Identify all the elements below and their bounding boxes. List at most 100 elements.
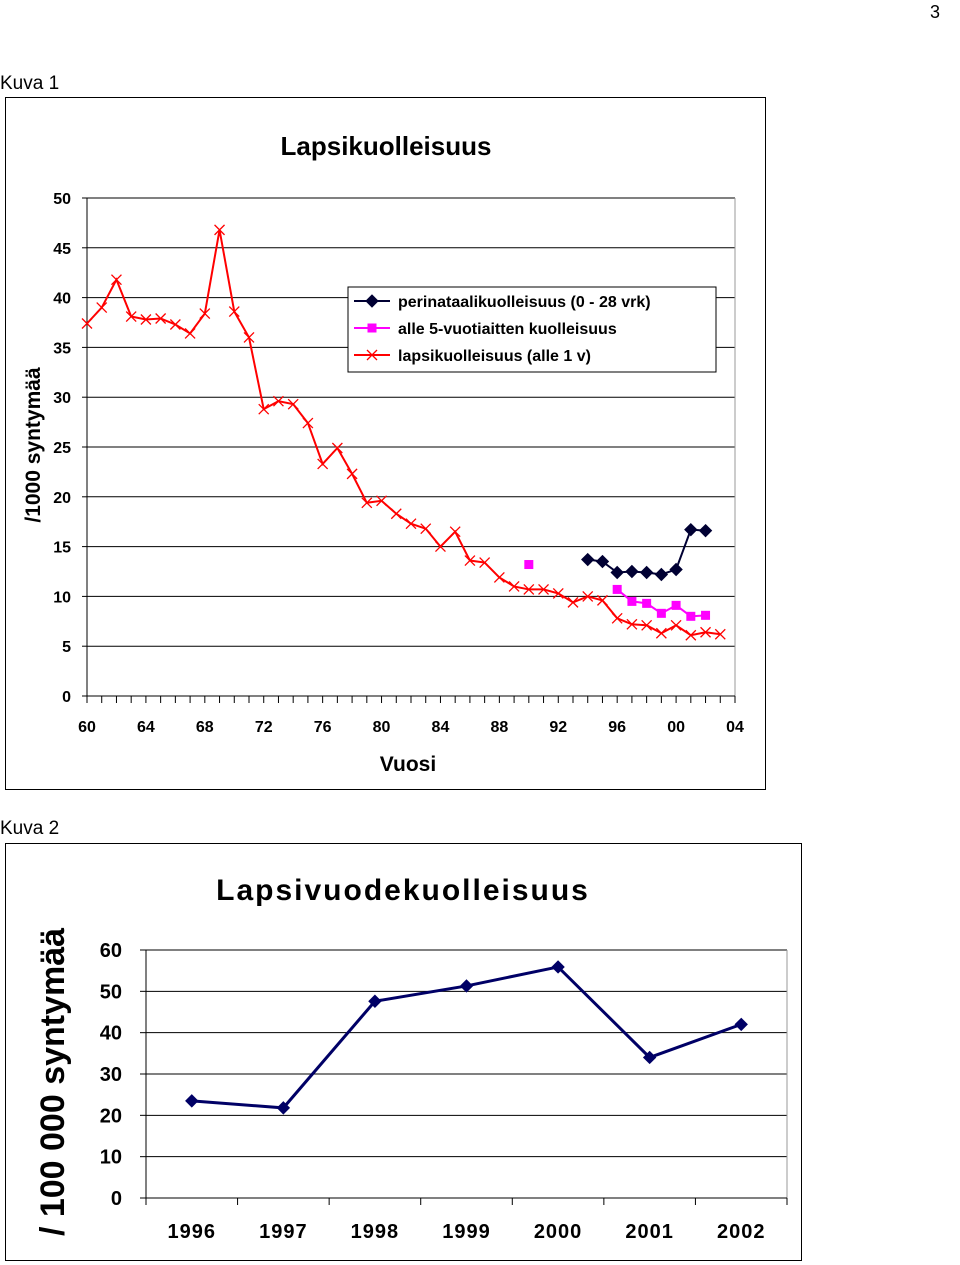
chart-1-data-point xyxy=(214,224,226,236)
chart-1-data-point xyxy=(670,619,682,631)
chart-1-data-point xyxy=(656,608,666,618)
chart-2-data-point xyxy=(459,979,474,993)
chart-1-data-point xyxy=(317,458,329,470)
chart-1-data-point xyxy=(642,598,652,608)
page-number: 3 xyxy=(930,2,941,22)
chart-1-y-tick-label: 45 xyxy=(53,241,71,258)
chart-1-data-point xyxy=(595,554,610,569)
chart-1-data-point xyxy=(625,564,639,579)
figure-label-2: Kuva 2 xyxy=(0,818,60,839)
figure-label-1: Kuva 1 xyxy=(0,73,60,94)
chart-1-legend-marker xyxy=(366,349,378,361)
chart-1-data-point xyxy=(258,403,270,415)
chart-1-data-point xyxy=(611,612,623,624)
chart-1-x-tick-label: 76 xyxy=(314,719,332,736)
chart-1-legend-marker xyxy=(367,323,377,333)
chart-1-data-point xyxy=(449,526,461,538)
chart-2-x-tick-label: 1996 xyxy=(168,1221,217,1243)
chart-1-data-point xyxy=(538,583,550,595)
chart-1-data-point xyxy=(199,308,211,319)
chart-1-x-tick-label: 84 xyxy=(432,719,450,736)
chart-1-x-tick-label: 68 xyxy=(196,719,214,736)
chart-frame-2: 0 10 20 30 40 50 60 1996 1997 1998 1999 2000 2001 200… xyxy=(5,843,802,1261)
chart-1-data-point xyxy=(655,627,667,639)
chart-2-data-point xyxy=(642,1050,657,1065)
chart-1-y-tick-label: 50 xyxy=(53,191,71,208)
chart-1-data-point xyxy=(552,587,564,599)
chart-1-data-point xyxy=(714,628,726,640)
chart-1-data-point xyxy=(331,442,343,454)
chart-1-data-point xyxy=(627,596,637,606)
chart-2-data-point xyxy=(185,1094,199,1108)
chart-1-data-point xyxy=(508,580,520,592)
chart-2-y-tick-label: 20 xyxy=(100,1105,122,1127)
chart-1-legend-box xyxy=(347,286,717,373)
chart-1-x-tick-label: 04 xyxy=(726,719,744,736)
chart-1-data-point xyxy=(523,583,535,595)
chart-1-y-tick-label: 10 xyxy=(53,589,71,606)
chart-1-data-point xyxy=(612,584,622,594)
chart-1-data-point xyxy=(596,594,608,606)
chart-2-x-tick-label: 1999 xyxy=(442,1221,491,1243)
chart-1-legend-entry: perinataalikuolleisuus (0 - 28 vrk) xyxy=(398,294,651,311)
chart-1-data-point xyxy=(81,318,93,329)
chart-2-y-tick-label: 40 xyxy=(100,1023,122,1045)
chart-1-data-point xyxy=(434,541,446,553)
chart-1-data-point xyxy=(287,398,299,410)
chart-1-data-point xyxy=(685,629,697,641)
chart-1-y-tick-label: 20 xyxy=(53,490,71,507)
chart-1-data-point xyxy=(228,306,240,318)
chart-1-data-point xyxy=(700,626,712,638)
chart-1-data-point xyxy=(567,596,579,608)
chart-1-data-point xyxy=(361,497,373,509)
chart-1-data-point xyxy=(140,314,152,325)
chart-frame-1: 0 5 10 15 20 25 30 35 40 45 50 60 64 68 72 76 80 84 88 92 96… xyxy=(5,97,766,790)
chart-1-data-point xyxy=(420,523,432,535)
chart-2-title: Lapsivuodekuolleisuus xyxy=(216,874,590,907)
chart-1-x-tick-label: 64 xyxy=(137,719,155,736)
chart-1-legend-entry: alle 5-vuotiaitten kuolleisuus xyxy=(398,321,617,338)
chart-2-data-point xyxy=(276,1101,291,1115)
chart-2-data-point xyxy=(551,960,565,974)
chart-1-data-point xyxy=(671,600,681,610)
chart-1-data-point xyxy=(96,302,108,314)
chart-2-x-tick-label: 2002 xyxy=(717,1221,766,1243)
chart-1-y-tick-label: 15 xyxy=(53,540,71,557)
chart-1-data-point xyxy=(125,311,137,322)
chart-1-y-tick-label: 40 xyxy=(53,291,71,308)
chart-2-y-tick-label: 0 xyxy=(111,1188,122,1210)
chart-2-data-point xyxy=(368,994,382,1008)
chart-2-y-tick-label: 60 xyxy=(100,940,122,962)
chart-1-y-tick-label: 30 xyxy=(53,390,71,407)
chart-1-y-tick-label: 0 xyxy=(62,689,71,706)
chart-2-data-point xyxy=(734,1017,748,1032)
chart-1-title: Lapsikuolleisuus xyxy=(281,131,492,161)
chart-2-svg: 0 10 20 30 40 50 60 1996 1997 1998 1999 2000 2001 200… xyxy=(34,874,788,1243)
chart-1-data-point xyxy=(302,417,314,429)
chart-2-y-axis-label: / 100 000 syntymää xyxy=(34,928,72,1236)
chart-1-legend-entry: lapsikuolleisuus (alle 1 v) xyxy=(398,348,591,365)
chart-1-data-point xyxy=(155,313,167,324)
chart-1-y-tick-label: 25 xyxy=(53,440,71,457)
chart-1-legend-marker xyxy=(365,294,379,308)
chart-1-x-axis-label: Vuosi xyxy=(380,753,436,776)
chart-2-x-tick-label: 1997 xyxy=(259,1221,308,1243)
chart-2-y-tick-label: 30 xyxy=(100,1064,122,1086)
chart-1-data-point xyxy=(639,565,654,580)
chart-1-data-point xyxy=(686,611,696,621)
chart-1-y-tick-label: 35 xyxy=(53,340,71,357)
chart-1-data-point xyxy=(626,618,638,630)
chart-1-data-point xyxy=(390,508,402,520)
chart-2-x-tick-label: 2000 xyxy=(534,1221,583,1243)
chart-1-data-point xyxy=(698,523,713,538)
chart-1-x-tick-label: 00 xyxy=(667,719,685,736)
chart-1-data-point xyxy=(701,610,711,620)
chart-1-data-point xyxy=(169,319,181,330)
chart-1-data-point xyxy=(524,560,534,570)
chart-1-data-point xyxy=(641,619,653,631)
chart-1-x-tick-label: 88 xyxy=(490,719,508,736)
chart-1-x-tick-label: 60 xyxy=(78,719,96,736)
chart-1-x-tick-label: 80 xyxy=(373,719,391,736)
chart-1-y-tick-label: 5 xyxy=(62,639,71,656)
chart-1-data-point xyxy=(581,552,595,567)
